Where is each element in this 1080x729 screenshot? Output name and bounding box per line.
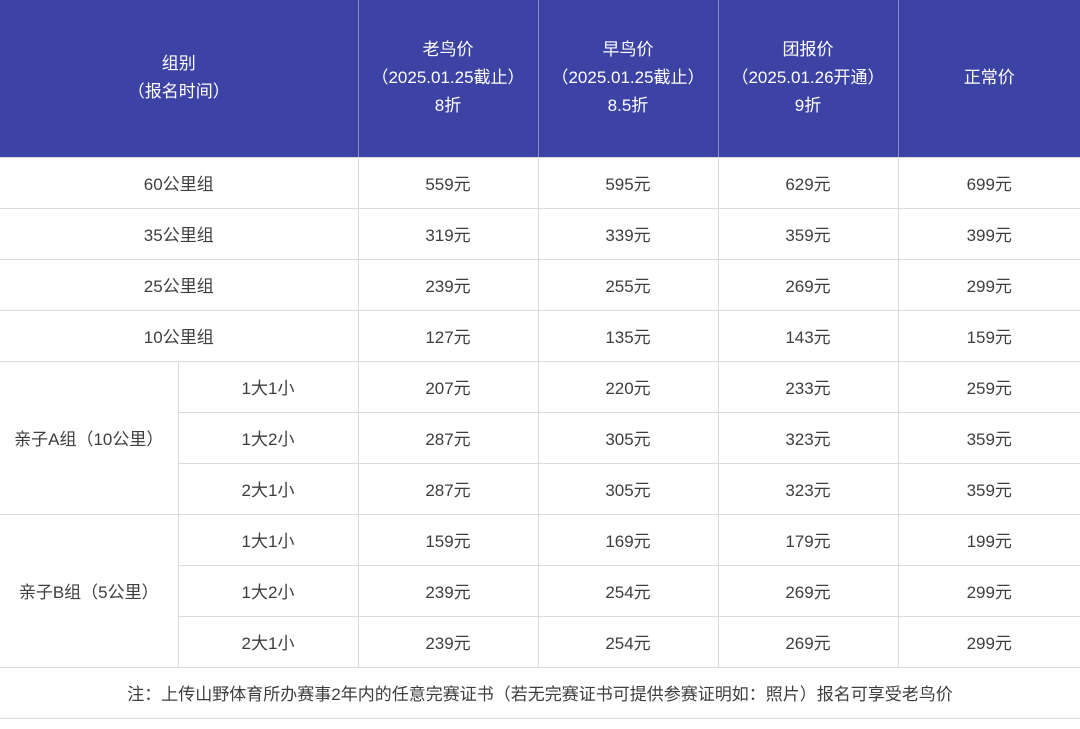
price-cell: 359元 <box>897 462 1080 515</box>
price-cell: 259元 <box>897 360 1080 413</box>
header-line: 9折 <box>794 96 822 116</box>
price-cell: 169元 <box>537 513 719 566</box>
header-team-price-column: 团报价 （2025.01.26开通） 9折 <box>717 0 899 158</box>
header-line: （2025.01.26开通） <box>731 68 885 88</box>
table-row-family-b-1a1c: 亲子B组（5公里） 1大1小 159元 169元 179元 199元 <box>0 513 1080 668</box>
group-cell-family-a: 亲子A组（10公里） <box>0 360 179 515</box>
price-cell: 287元 <box>357 462 539 515</box>
subgroup-cell: 1大2小 <box>178 411 359 464</box>
price-cell: 179元 <box>717 513 899 566</box>
header-line: （2025.01.25截止） <box>371 68 525 88</box>
price-cell: 699元 <box>897 156 1080 209</box>
table-row-family-b-1a2c: 1大2小 239元 254元 269元 299元 <box>0 564 1080 617</box>
price-cell: 254元 <box>537 564 719 617</box>
group-cell: 10公里组 <box>0 309 359 362</box>
price-cell: 359元 <box>717 207 899 260</box>
table-row-60km: 60公里组 559元 595元 629元 699元 <box>0 156 1080 209</box>
table-row-family-a-1a1c: 亲子A组（10公里） 1大1小 207元 220元 233元 259元 <box>0 360 1080 515</box>
header-normal-price-column: 正常价 <box>897 0 1080 158</box>
subgroup-cell: 2大1小 <box>178 615 359 668</box>
header-line: 8.5折 <box>607 96 649 116</box>
price-cell: 359元 <box>897 411 1080 464</box>
price-cell: 207元 <box>357 360 539 413</box>
group-cell: 35公里组 <box>0 207 359 260</box>
price-cell: 159元 <box>357 513 539 566</box>
table-row-10km: 10公里组 127元 135元 143元 159元 <box>0 309 1080 362</box>
group-cell: 25公里组 <box>0 258 359 311</box>
price-cell: 269元 <box>717 564 899 617</box>
price-cell: 239元 <box>357 615 539 668</box>
subgroup-cell: 2大1小 <box>178 462 359 515</box>
price-cell: 135元 <box>537 309 719 362</box>
price-cell: 255元 <box>537 258 719 311</box>
price-cell: 305元 <box>537 462 719 515</box>
header-line: 团报价 <box>782 40 834 60</box>
header-line: （报名时间） <box>127 82 230 102</box>
table-row-25km: 25公里组 239元 255元 269元 299元 <box>0 258 1080 311</box>
group-cell-family-b: 亲子B组（5公里） <box>0 513 179 668</box>
price-cell: 254元 <box>537 615 719 668</box>
price-cell: 143元 <box>717 309 899 362</box>
header-group-column: 组别 （报名时间） <box>0 0 359 158</box>
price-cell: 595元 <box>537 156 719 209</box>
price-cell: 339元 <box>537 207 719 260</box>
table-row-family-a-2a1c: 2大1小 287元 305元 323元 359元 <box>0 462 1080 515</box>
price-cell: 299元 <box>897 615 1080 668</box>
price-cell: 629元 <box>717 156 899 209</box>
price-cell: 305元 <box>537 411 719 464</box>
subgroup-cell: 1大1小 <box>177 513 359 566</box>
price-cell: 287元 <box>357 411 539 464</box>
price-cell: 220元 <box>537 360 719 413</box>
price-cell: 269元 <box>717 615 899 668</box>
header-line: 8折 <box>434 96 462 116</box>
price-cell: 319元 <box>357 207 539 260</box>
group-cell: 60公里组 <box>0 156 359 209</box>
price-cell: 127元 <box>357 309 539 362</box>
price-cell: 199元 <box>897 513 1080 566</box>
price-cell: 299元 <box>897 258 1080 311</box>
header-line: 早鸟价 <box>602 40 654 60</box>
header-line: （2025.01.25截止） <box>551 68 705 88</box>
price-cell: 399元 <box>897 207 1080 260</box>
price-cell: 559元 <box>357 156 539 209</box>
price-cell: 323元 <box>717 411 899 464</box>
price-cell: 239元 <box>357 564 539 617</box>
header-earlybird-price-column: 早鸟价 （2025.01.25截止） 8.5折 <box>537 0 719 158</box>
price-cell: 299元 <box>897 564 1080 617</box>
price-cell: 159元 <box>897 309 1080 362</box>
footnote-row: 注：上传山野体育所办赛事2年内的任意完赛证书（若无完赛证书可提供参赛证明如：照片… <box>0 666 1080 719</box>
table-row-35km: 35公里组 319元 339元 359元 399元 <box>0 207 1080 260</box>
subgroup-cell: 1大2小 <box>178 564 359 617</box>
price-cell: 323元 <box>717 462 899 515</box>
price-cell: 233元 <box>717 360 899 413</box>
price-cell: 269元 <box>717 258 899 311</box>
header-veteran-price-column: 老鸟价 （2025.01.25截止） 8折 <box>357 0 539 158</box>
footnote-cell: 注：上传山野体育所办赛事2年内的任意完赛证书（若无完赛证书可提供参赛证明如：照片… <box>0 666 1080 719</box>
subgroup-cell: 1大1小 <box>177 360 359 413</box>
table-row-family-b-2a1c: 2大1小 239元 254元 269元 299元 <box>0 615 1080 668</box>
header-row: 组别 （报名时间） 老鸟价 （2025.01.25截止） 8折 早鸟价 （202… <box>0 0 1080 158</box>
header-line: 正常价 <box>963 68 1015 88</box>
header-line: 组别 <box>161 54 196 74</box>
price-cell: 239元 <box>357 258 539 311</box>
header-line: 老鸟价 <box>422 40 474 60</box>
